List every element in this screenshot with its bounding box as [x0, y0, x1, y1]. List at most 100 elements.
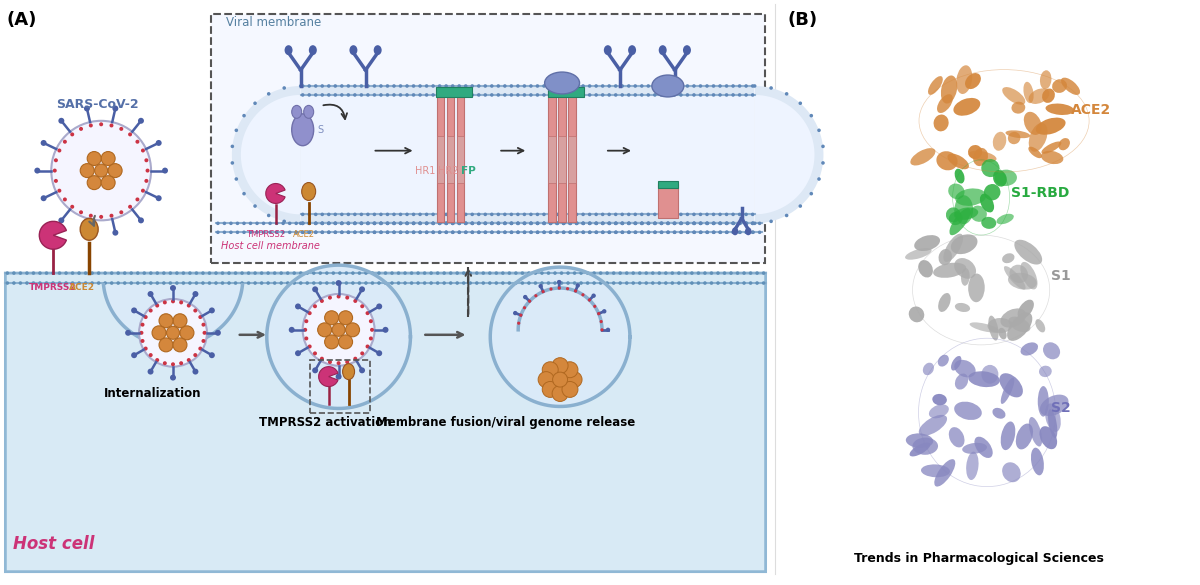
- Circle shape: [77, 271, 80, 275]
- Circle shape: [706, 230, 709, 234]
- Ellipse shape: [954, 195, 973, 224]
- Circle shape: [280, 281, 283, 285]
- Circle shape: [431, 84, 434, 88]
- Circle shape: [84, 105, 90, 112]
- Circle shape: [406, 212, 409, 216]
- Ellipse shape: [1045, 104, 1074, 115]
- Circle shape: [366, 230, 370, 234]
- Ellipse shape: [1006, 130, 1031, 138]
- Circle shape: [379, 222, 383, 225]
- Circle shape: [626, 222, 630, 225]
- Circle shape: [470, 93, 474, 97]
- Circle shape: [301, 222, 305, 225]
- Circle shape: [360, 222, 364, 225]
- Circle shape: [160, 314, 173, 328]
- Circle shape: [631, 271, 635, 275]
- Circle shape: [502, 271, 505, 275]
- Circle shape: [685, 230, 689, 234]
- Circle shape: [19, 271, 23, 275]
- Circle shape: [336, 374, 342, 380]
- Circle shape: [338, 281, 342, 285]
- Circle shape: [360, 230, 364, 234]
- Circle shape: [89, 214, 92, 218]
- Circle shape: [422, 271, 426, 275]
- Circle shape: [366, 230, 370, 234]
- Circle shape: [103, 271, 107, 275]
- Ellipse shape: [1038, 386, 1049, 417]
- Ellipse shape: [968, 151, 996, 162]
- Circle shape: [353, 84, 356, 88]
- Circle shape: [755, 271, 758, 275]
- Circle shape: [556, 230, 559, 234]
- Circle shape: [488, 271, 492, 275]
- Circle shape: [163, 361, 167, 365]
- Circle shape: [514, 311, 517, 315]
- Circle shape: [634, 93, 637, 97]
- Circle shape: [556, 222, 559, 225]
- Circle shape: [548, 93, 552, 97]
- Circle shape: [626, 212, 630, 216]
- Circle shape: [497, 93, 500, 97]
- Circle shape: [397, 271, 401, 275]
- Bar: [548, 136, 556, 183]
- Circle shape: [562, 212, 565, 216]
- Circle shape: [569, 222, 572, 225]
- Circle shape: [536, 230, 540, 234]
- Circle shape: [398, 84, 402, 88]
- Circle shape: [346, 323, 360, 337]
- Circle shape: [216, 222, 220, 225]
- Circle shape: [385, 84, 389, 88]
- Circle shape: [384, 281, 388, 285]
- Circle shape: [340, 222, 343, 225]
- Circle shape: [542, 212, 546, 216]
- Circle shape: [371, 271, 374, 275]
- Circle shape: [539, 284, 542, 288]
- Circle shape: [110, 281, 114, 285]
- Circle shape: [738, 222, 742, 225]
- Ellipse shape: [1040, 70, 1051, 90]
- Circle shape: [52, 271, 55, 275]
- Circle shape: [534, 271, 538, 275]
- Ellipse shape: [1012, 102, 1025, 113]
- Circle shape: [601, 222, 605, 225]
- Circle shape: [412, 212, 415, 216]
- Circle shape: [685, 93, 689, 97]
- Circle shape: [162, 167, 168, 174]
- Ellipse shape: [659, 45, 667, 55]
- Circle shape: [817, 177, 821, 181]
- Text: Viral membrane: Viral membrane: [226, 16, 322, 29]
- Circle shape: [484, 212, 487, 216]
- Circle shape: [653, 222, 656, 225]
- Circle shape: [523, 230, 527, 234]
- Circle shape: [644, 281, 648, 285]
- Circle shape: [625, 281, 629, 285]
- Circle shape: [202, 339, 205, 343]
- Ellipse shape: [1008, 132, 1020, 144]
- Circle shape: [288, 230, 292, 234]
- Circle shape: [706, 212, 709, 216]
- Circle shape: [520, 314, 522, 316]
- Circle shape: [406, 230, 409, 234]
- Circle shape: [673, 222, 677, 225]
- Circle shape: [334, 212, 337, 216]
- Circle shape: [79, 210, 83, 214]
- Circle shape: [336, 280, 342, 286]
- Circle shape: [653, 84, 656, 88]
- Circle shape: [262, 230, 265, 234]
- Circle shape: [653, 212, 656, 216]
- Circle shape: [521, 281, 524, 285]
- Circle shape: [556, 230, 559, 234]
- Circle shape: [325, 281, 329, 285]
- Circle shape: [52, 121, 151, 221]
- Circle shape: [574, 290, 577, 292]
- Circle shape: [62, 198, 67, 201]
- Ellipse shape: [1028, 123, 1048, 152]
- Circle shape: [198, 346, 203, 350]
- Circle shape: [634, 230, 637, 234]
- Circle shape: [484, 93, 487, 97]
- Circle shape: [751, 222, 755, 225]
- Circle shape: [293, 271, 296, 275]
- Circle shape: [647, 222, 650, 225]
- Ellipse shape: [1000, 373, 1022, 397]
- Circle shape: [542, 381, 558, 397]
